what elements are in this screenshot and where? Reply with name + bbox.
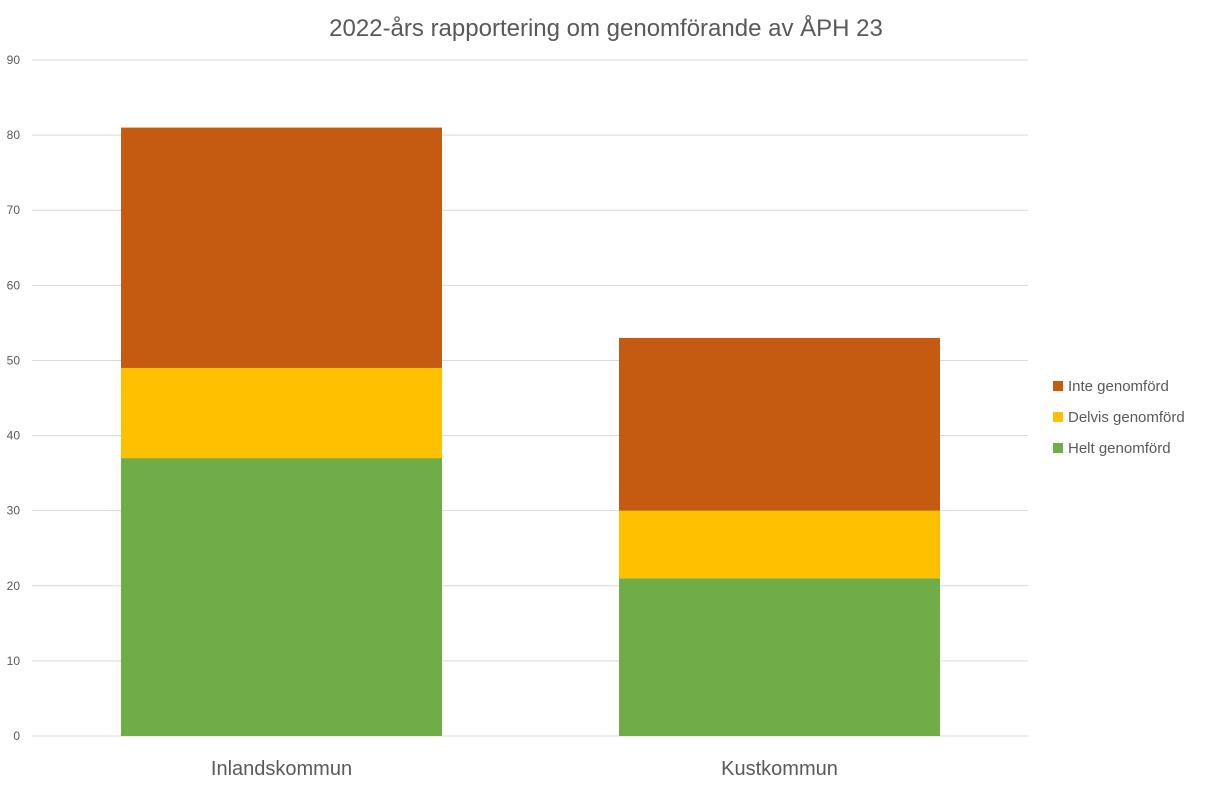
y-tick-label: 20 [7, 579, 21, 593]
x-tick-label: Inlandskommun [211, 758, 352, 780]
y-tick-label: 90 [7, 53, 21, 67]
legend: Inte genomförd Delvis genomförd Helt genom… [1053, 378, 1185, 457]
bar-segment [619, 337, 940, 511]
bar-segment [619, 578, 940, 736]
y-tick-label: 80 [7, 128, 21, 142]
legend-swatch [1053, 443, 1063, 453]
y-axis-ticks: 0 10 20 30 40 50 60 70 80 90 [7, 53, 21, 743]
y-tick-label: 50 [7, 353, 21, 367]
y-tick-label: 40 [7, 429, 21, 443]
x-axis-ticks: Inlandskommun Kustkommun [211, 758, 838, 780]
chart-title: 2022-års rapportering om genomförande av… [329, 14, 883, 42]
bar-segment [121, 127, 442, 368]
bar-segment [121, 367, 442, 459]
y-tick-label: 60 [7, 278, 21, 292]
legend-swatch [1053, 412, 1063, 422]
bar-segment [121, 458, 442, 736]
legend-label: Inte genomförd [1068, 378, 1169, 395]
legend-swatch [1053, 381, 1063, 391]
legend-label: Helt genomförd [1068, 440, 1171, 457]
x-tick-label: Kustkommun [721, 758, 838, 780]
y-tick-label: 70 [7, 203, 21, 217]
y-tick-label: 30 [7, 504, 21, 518]
y-tick-label: 0 [13, 729, 20, 743]
legend-label: Delvis genomförd [1068, 409, 1185, 426]
bar-segment [619, 510, 940, 579]
y-tick-label: 10 [7, 654, 21, 668]
bars [121, 127, 940, 736]
